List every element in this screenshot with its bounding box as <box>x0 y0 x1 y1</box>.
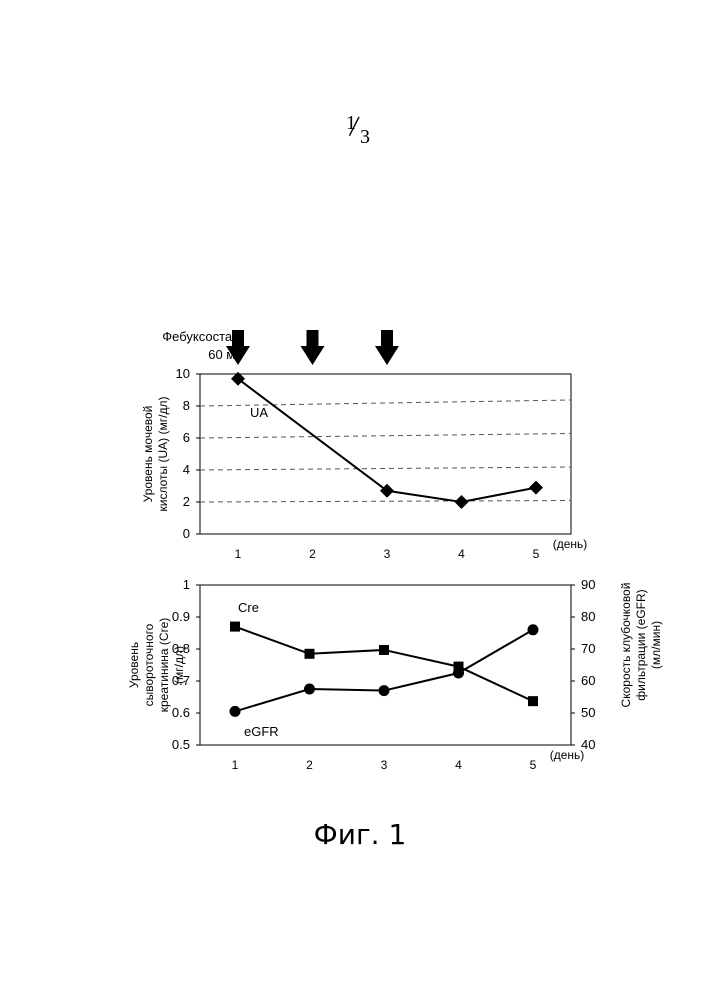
egfr-y-tick-label: 80 <box>581 609 595 624</box>
figure-caption: Фиг. 1 <box>313 818 407 851</box>
ua-gridline <box>199 433 572 439</box>
ua-x-tick-label: 3 <box>384 547 391 561</box>
ua-point <box>380 483 394 498</box>
ua-point <box>529 480 543 495</box>
ua-gridline <box>199 500 572 503</box>
cre-y-axis-label-line-2: сывороточного <box>142 623 156 706</box>
kidney-x-unit: (день) <box>550 748 585 762</box>
ua-x-tick-label: 5 <box>533 547 540 561</box>
cre-y-tick-label: 0.5 <box>172 737 190 752</box>
ua-y-axis-label-line-1: Уровень мочевой <box>141 406 155 503</box>
ua-series-line <box>237 378 537 504</box>
ua-y-tick-label: 2 <box>183 494 190 509</box>
egfr-y-axis-label-line-3: (мл/мин) <box>649 621 663 669</box>
ua-gridline <box>199 466 572 471</box>
dosing-arrow <box>226 330 250 365</box>
ua-gridline <box>199 399 572 407</box>
ua-y-tick-label: 0 <box>183 526 190 541</box>
page-number-denominator: 3 <box>360 126 370 148</box>
cre-y-tick-label: 1 <box>183 577 190 592</box>
page-number-numerator: 1 <box>346 112 356 134</box>
cre-y-tick-label: 0.6 <box>172 705 190 720</box>
cre-point <box>453 661 464 672</box>
kidney-plot-frame <box>199 584 572 746</box>
ua-point <box>231 371 245 386</box>
egfr-series-label: eGFR <box>244 724 279 739</box>
cre-y-axis-label-line-3: креатинина (Cre) <box>157 618 171 713</box>
ua-y-tick-label: 10 <box>176 366 190 381</box>
egfr-point <box>229 705 241 717</box>
egfr-point <box>453 667 464 679</box>
ua-y-tick-label: 6 <box>183 430 190 445</box>
egfr-y-tick-label: 40 <box>581 737 595 752</box>
egfr-y-tick-label: 70 <box>581 641 595 656</box>
cre-y-tick-label: 0.8 <box>172 641 190 656</box>
ua-x-unit: (день) <box>553 537 588 551</box>
kidney-x-tick-label: 2 <box>306 758 313 772</box>
cre-series-label: Cre <box>238 600 259 615</box>
cre-y-tick-label: 0.9 <box>172 609 190 624</box>
kidney-x-tick-label: 3 <box>381 758 388 772</box>
kidney-x-tick-label: 5 <box>530 758 537 772</box>
ua-y-tick-label: 4 <box>183 462 190 477</box>
dosing-arrow <box>300 330 325 365</box>
dosing-arrow <box>375 330 399 365</box>
egfr-point <box>378 685 390 697</box>
ua-y-axis-label-line-2: кислоты (UA) (мг/дл) <box>156 397 170 512</box>
cre-point <box>230 621 240 632</box>
egfr-y-axis-label-line-2: фильтрации (eGFR) <box>634 589 648 700</box>
egfr-point <box>527 624 539 636</box>
ua-x-tick-label: 4 <box>458 547 465 561</box>
drug-label-line1: Фебуксостат, <box>162 329 240 344</box>
egfr-y-tick-label: 90 <box>581 577 595 592</box>
kidney-x-tick-label: 4 <box>455 758 462 772</box>
egfr-y-tick-label: 60 <box>581 673 595 688</box>
cre-point <box>379 644 389 655</box>
ua-point <box>454 495 469 509</box>
ua-plot-frame <box>199 373 572 535</box>
ua-x-tick-label: 2 <box>309 547 316 561</box>
ua-y-tick-label: 8 <box>183 398 190 413</box>
ua-series-label: UA <box>250 405 268 420</box>
cre-y-axis-label-line-4: (мг/дл) <box>172 646 186 684</box>
egfr-y-axis-label-line-1: Скорость клубочковой <box>619 583 633 708</box>
egfr-point <box>304 683 315 695</box>
kidney-x-tick-label: 1 <box>232 758 239 772</box>
egfr-y-tick-label: 50 <box>581 705 595 720</box>
page-number: 1 / 3 <box>330 110 380 150</box>
cre-point <box>528 696 538 707</box>
ua-x-tick-label: 1 <box>235 547 242 561</box>
cre-y-axis-label-line-1: Уровень <box>127 642 141 688</box>
cre-y-tick-label: 0.7 <box>172 673 190 688</box>
cre-point <box>304 648 315 659</box>
